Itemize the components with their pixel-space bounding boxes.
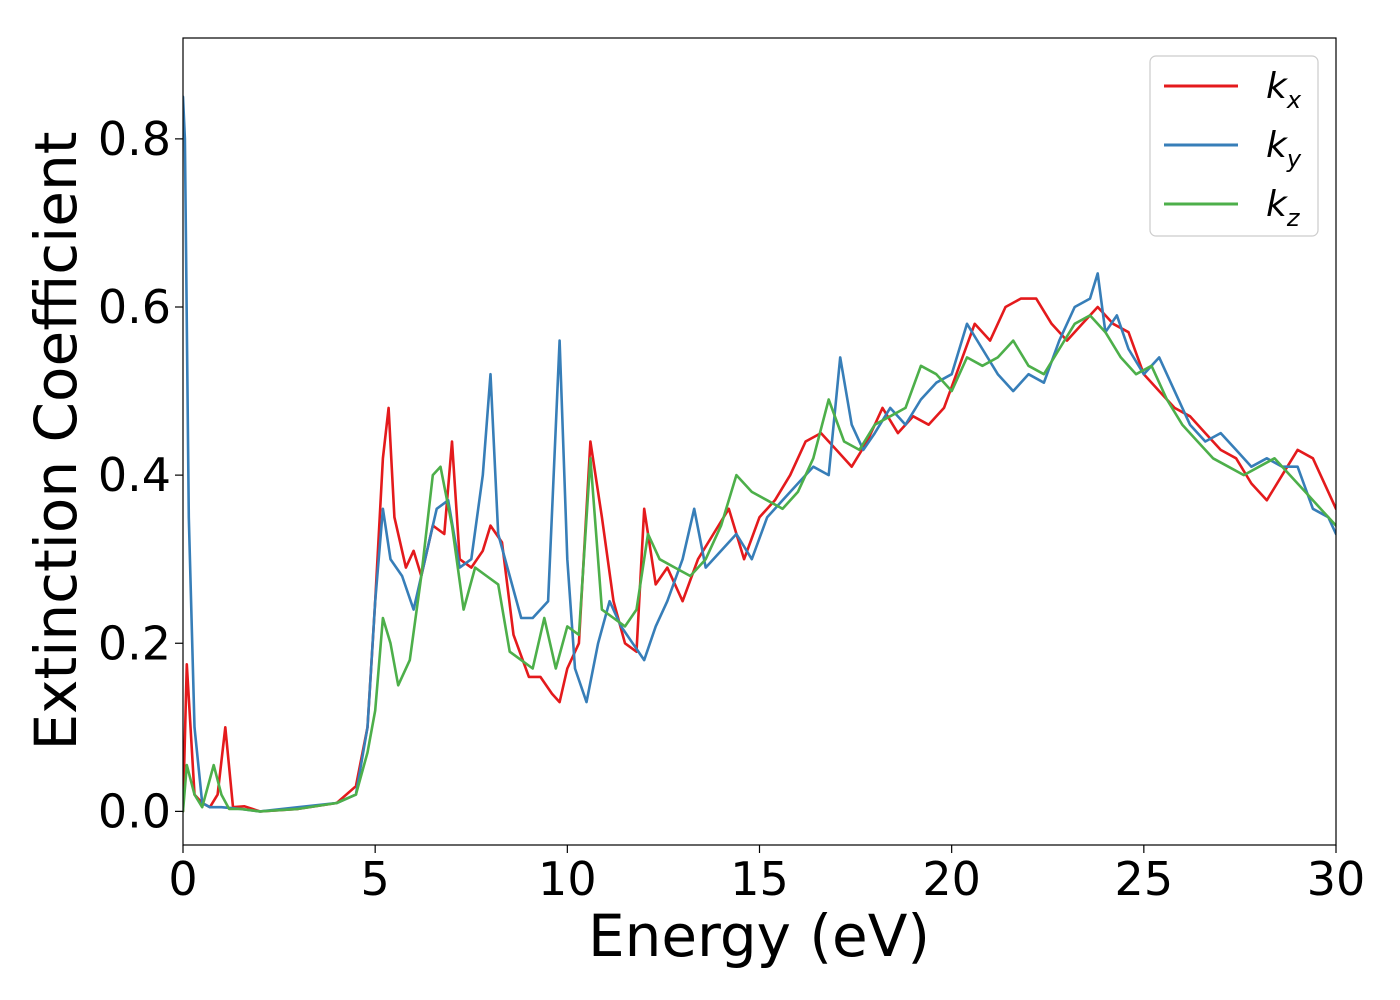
y-tick-label: 0.0	[98, 784, 171, 838]
y-axis-ticks: 0.0 0.2 0.4 0.6 0.8	[98, 112, 183, 838]
y-axis-title: Extinction Coefficient	[22, 132, 90, 751]
x-axis-title: Energy (eV)	[588, 902, 930, 970]
y-tick-label: 0.6	[98, 280, 171, 334]
x-tick-label: 5	[361, 852, 390, 906]
legend-label-x: kx	[1266, 66, 1302, 114]
x-axis-ticks: 0 5 10 15 20 25 30	[168, 845, 1365, 906]
y-tick-label: 0.2	[98, 616, 171, 670]
series-line-z	[183, 314, 1336, 813]
x-tick-label: 20	[922, 852, 981, 906]
series-line-y	[183, 95, 1336, 813]
x-tick-label: 15	[730, 852, 789, 906]
x-tick-label: 0	[168, 852, 197, 906]
x-tick-label: 10	[538, 852, 597, 906]
y-tick-label: 0.8	[98, 112, 171, 166]
legend-label-y: ky	[1266, 125, 1302, 173]
x-tick-label: 25	[1115, 852, 1174, 906]
x-tick-label: 30	[1307, 852, 1366, 906]
series-layer	[183, 95, 1336, 813]
series-line-x	[183, 297, 1336, 813]
y-tick-label: 0.4	[98, 448, 171, 502]
